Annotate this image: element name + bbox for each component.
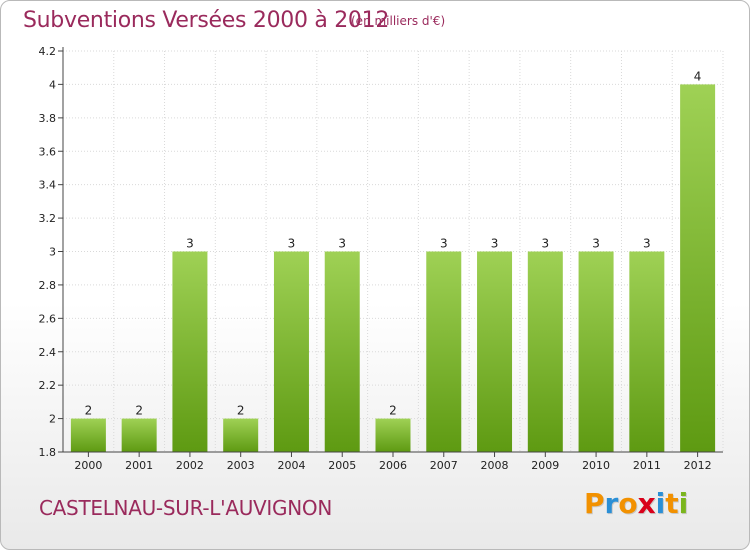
x-tick-label: 2001 xyxy=(125,459,153,472)
bar xyxy=(375,418,411,452)
x-tick-label: 2004 xyxy=(277,459,305,472)
bar xyxy=(680,84,716,453)
brand-letter: t xyxy=(665,487,679,520)
brand-letter: o xyxy=(618,487,638,520)
y-tick-label: 2 xyxy=(49,413,56,426)
bar-value-label: 2 xyxy=(389,404,397,418)
bar-value-label: 3 xyxy=(491,237,499,251)
y-tick-label: 2.6 xyxy=(39,312,57,325)
bar xyxy=(324,251,360,452)
y-tick-label: 3 xyxy=(49,246,56,259)
bar xyxy=(527,251,563,452)
y-tick-label: 3.8 xyxy=(39,112,57,125)
x-tick-label: 2000 xyxy=(74,459,102,472)
bar-value-label: 3 xyxy=(338,237,346,251)
y-tick-label: 3.6 xyxy=(39,145,57,158)
y-tick-label: 1.8 xyxy=(39,446,57,459)
bar xyxy=(172,251,208,452)
bar xyxy=(578,251,614,452)
axes xyxy=(58,47,723,457)
bar-value-label: 2 xyxy=(135,404,143,418)
bar xyxy=(477,251,513,452)
x-tick-label: 2010 xyxy=(582,459,610,472)
x-tick-label: 2005 xyxy=(328,459,356,472)
bars xyxy=(70,84,716,453)
bar xyxy=(426,251,462,452)
grid-lines xyxy=(62,50,724,453)
bar-value-label: 3 xyxy=(592,237,600,251)
brand-letter: P xyxy=(584,487,605,520)
bar-value-label: 3 xyxy=(643,237,651,251)
x-tick-label: 2012 xyxy=(684,459,712,472)
y-tick-label: 4.2 xyxy=(39,45,57,58)
y-tick-label: 3.4 xyxy=(39,179,57,192)
labels: 1.8 2 2.2 2.4 2.6 2.8 3 3.2 3.4 3.6 3.8 4 4.2 2 2000 2 2… xyxy=(39,45,712,472)
chart-title: Subventions Versées 2000 à 2012 xyxy=(23,8,390,33)
brand-letter: x xyxy=(637,487,656,520)
bar-value-label: 2 xyxy=(85,404,93,418)
y-tick-label: 2.4 xyxy=(39,346,57,359)
x-tick-label: 2002 xyxy=(176,459,204,472)
commune-name: CASTELNAU-SUR-L'AUVIGNON xyxy=(39,496,332,520)
y-tick-label: 4 xyxy=(49,78,56,91)
unit-note: (en milliers d'€) xyxy=(351,14,446,28)
bar-value-label: 3 xyxy=(541,237,549,251)
bar-value-label: 3 xyxy=(440,237,448,251)
x-tick-label: 2009 xyxy=(531,459,559,472)
y-tick-label: 2.8 xyxy=(39,279,57,292)
proxiti-logo: Proxiti xyxy=(584,487,688,520)
bar-value-label: 2 xyxy=(237,404,245,418)
y-tick-label: 3.2 xyxy=(39,212,57,225)
brand-letter: r xyxy=(604,487,619,520)
y-tick-label: 2.2 xyxy=(39,379,57,392)
bar-value-label: 3 xyxy=(288,237,296,251)
bar xyxy=(70,418,106,452)
brand-letter: i xyxy=(655,487,666,520)
x-tick-label: 2006 xyxy=(379,459,407,472)
bar xyxy=(223,418,259,452)
bar-value-label: 3 xyxy=(186,237,194,251)
x-tick-label: 2003 xyxy=(227,459,255,472)
bar xyxy=(629,251,665,452)
brand-letter: i xyxy=(678,487,689,520)
bar xyxy=(121,418,157,452)
bar-value-label: 4 xyxy=(694,69,702,83)
bar xyxy=(273,251,309,452)
x-tick-label: 2008 xyxy=(481,459,509,472)
x-tick-label: 2007 xyxy=(430,459,458,472)
x-tick-label: 2011 xyxy=(633,459,661,472)
